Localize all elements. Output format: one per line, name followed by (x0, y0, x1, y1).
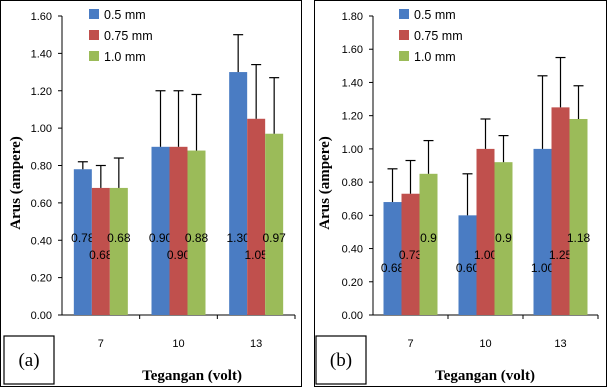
bar (229, 72, 248, 315)
data-label: 1.05 (244, 248, 268, 262)
legend-label: 1.0 mm (414, 50, 456, 64)
y-tick-label: 1.80 (342, 11, 363, 23)
y-tick-label: 0.00 (342, 310, 363, 322)
bar (73, 169, 92, 315)
legend-swatch (89, 30, 99, 40)
x-tick-label: 10 (172, 338, 184, 350)
y-axis-title-b: Arus (ampere) (317, 136, 333, 229)
data-label: 0.68 (107, 231, 131, 245)
bar (401, 193, 420, 315)
legend-label: 0.75 mm (414, 29, 463, 43)
data-label: 0.97 (262, 231, 286, 245)
bar (169, 146, 188, 315)
panel-label-b: (b) (330, 350, 352, 371)
y-tick-label: 1.20 (31, 86, 52, 98)
y-tick-label: 1.20 (342, 111, 363, 123)
chart-panel-b: 0.5 mm 0.75 mm 1.0 mm 0.00 0.20 0.40 0.60 0.80… (314, 0, 607, 387)
y-tick-label: 0.20 (342, 277, 363, 289)
bar (91, 187, 110, 315)
chart-panel-a: 0.5 mm 0.75 mm 1.0 mm 0.00 0.20 0.40 0.60 0.80… (0, 0, 302, 387)
legend-swatch (89, 9, 99, 19)
bar (533, 148, 552, 315)
data-label: 1.25 (549, 248, 573, 262)
bar (494, 162, 513, 315)
legend-label: 1.0 mm (104, 50, 146, 64)
x-axis-title-a: Tegangan (volt) (142, 368, 242, 384)
x-tick-label: 7 (407, 338, 413, 350)
legend-label: 0.5 mm (414, 8, 456, 22)
data-label: 0.68 (381, 261, 405, 275)
data-label: 1.00 (474, 248, 498, 262)
data-label: 0.78 (71, 231, 95, 245)
data-label: 1.18 (567, 231, 591, 245)
bar (187, 150, 206, 315)
legend-swatch (399, 51, 409, 61)
data-label: 0.60 (456, 261, 480, 275)
y-axis-title-a: Arus (ampere) (8, 136, 24, 229)
bar (383, 202, 402, 315)
legend-swatch (399, 30, 409, 40)
data-label: 1.00 (531, 261, 555, 275)
x-tick-label: 10 (479, 338, 491, 350)
data-label: 1.30 (226, 231, 250, 245)
legend-b: 0.5 mm 0.75 mm 1.0 mm (399, 8, 463, 64)
bar (265, 133, 284, 315)
y-tick-label: 1.00 (31, 123, 52, 135)
data-label: 0.9 (495, 231, 512, 245)
y-tick-label: 0.20 (31, 273, 52, 285)
data-label: 0.90 (149, 231, 173, 245)
bar (551, 107, 570, 315)
y-tick-label: 1.00 (342, 144, 363, 156)
bar (419, 173, 438, 315)
data-label: 0.68 (89, 248, 113, 262)
y-tick-label: 0.40 (31, 235, 52, 247)
y-tick-label: 0.00 (31, 310, 52, 322)
x-tick-label: 7 (98, 338, 104, 350)
panel-label-box-b (315, 335, 367, 385)
bar (247, 118, 266, 315)
legend-label: 0.5 mm (104, 8, 146, 22)
plot-area-b: 0.00 0.20 0.40 0.60 0.80 1.00 1.20 1.40 1.60 1.80… (342, 11, 599, 350)
bar (151, 146, 170, 315)
x-tick-label: 13 (250, 338, 262, 350)
y-tick-label: 0.60 (31, 198, 52, 210)
data-label: 0.88 (185, 231, 209, 245)
bar (458, 215, 477, 315)
panel-label-a: (a) (18, 350, 39, 371)
bar (569, 118, 588, 315)
panel-label-box-a (3, 335, 55, 385)
legend-swatch (399, 9, 409, 19)
x-axis-title-b: Tegangan (volt) (435, 368, 535, 384)
y-tick-label: 0.60 (342, 210, 363, 222)
legend-label: 0.75 mm (104, 29, 153, 43)
y-tick-label: 0.80 (342, 177, 363, 189)
legend-swatch (89, 51, 99, 61)
y-tick-label: 0.80 (31, 161, 52, 173)
y-tick-label: 0.40 (342, 244, 363, 256)
bar (476, 148, 495, 315)
data-label: 0.73 (399, 248, 423, 262)
bar (109, 187, 128, 315)
y-tick-label: 1.40 (31, 48, 52, 60)
y-tick-label: 1.60 (342, 44, 363, 56)
data-label: 0.9 (420, 231, 437, 245)
y-tick-label: 1.40 (342, 77, 363, 89)
x-tick-label: 13 (554, 338, 566, 350)
data-label: 0.90 (167, 248, 191, 262)
legend-a: 0.5 mm 0.75 mm 1.0 mm (89, 8, 153, 64)
plot-area-a: 0.00 0.20 0.40 0.60 0.80 1.00 1.20 1.40 1.60 7 0.7… (31, 11, 296, 350)
y-tick-label: 1.60 (31, 11, 52, 23)
